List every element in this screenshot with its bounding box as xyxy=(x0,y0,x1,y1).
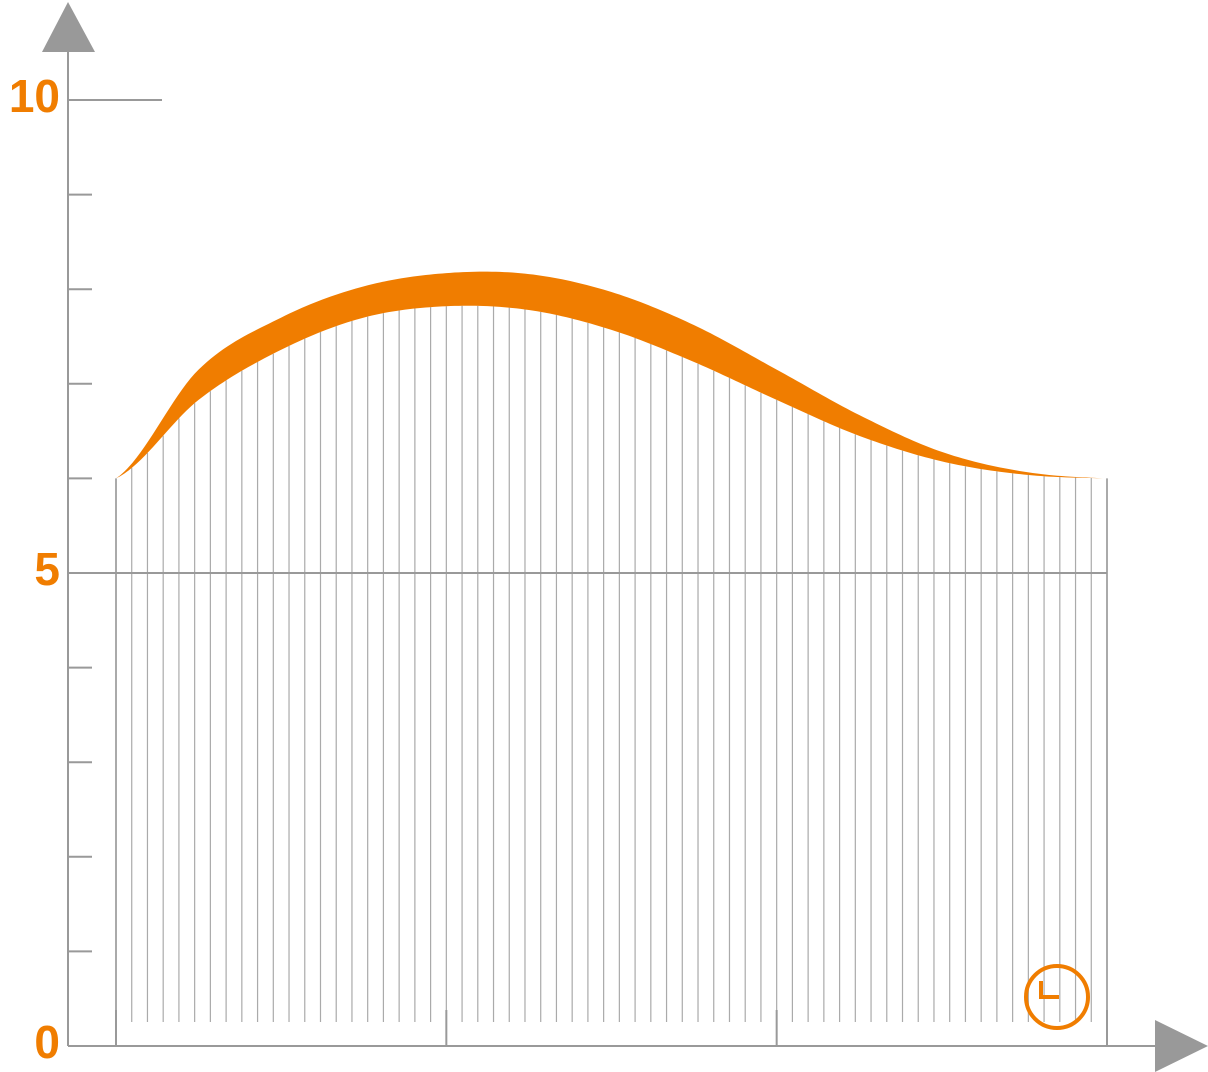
y-tick-label: 5 xyxy=(34,543,60,595)
axes xyxy=(42,2,1208,1072)
band-area xyxy=(116,271,1107,479)
y-tick-label: 10 xyxy=(9,70,60,122)
y-tick-label: 0 xyxy=(34,1016,60,1068)
clock-icon xyxy=(1024,964,1090,1030)
x-axis-arrow xyxy=(1155,1020,1208,1072)
y-axis-arrow xyxy=(42,2,95,52)
